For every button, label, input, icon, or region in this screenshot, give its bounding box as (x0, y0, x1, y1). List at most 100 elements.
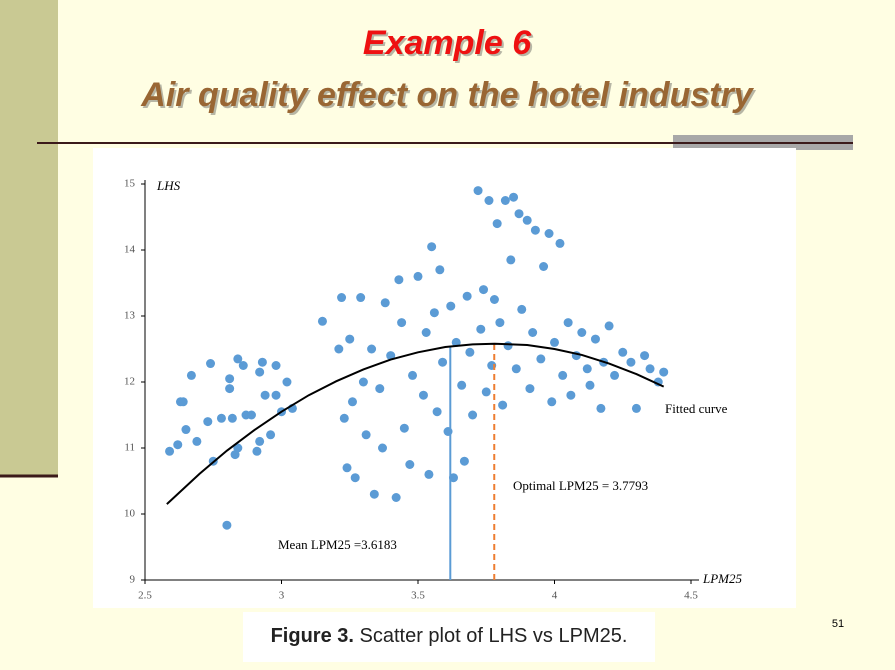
page-number: 51 (832, 618, 844, 630)
caption-box (243, 612, 655, 662)
x-tick-label: 4 (552, 590, 558, 602)
point (413, 271, 423, 281)
x-tick-label: 3.5 (411, 590, 425, 602)
point (528, 328, 538, 337)
subtitle-shadow: Air quality effect on the hotel industry (142, 78, 757, 116)
point (476, 324, 486, 334)
caption-label: Figure 3. (271, 625, 354, 647)
y-tick-label: 11 (124, 442, 135, 454)
point (522, 215, 532, 225)
point (260, 390, 270, 400)
x-tick-label: 4.5 (684, 590, 698, 602)
point (438, 357, 448, 367)
point (465, 347, 475, 357)
point (539, 262, 549, 271)
point (503, 341, 513, 351)
y-tick-label: 10 (124, 508, 136, 520)
y-tick-label: 13 (124, 310, 136, 322)
title-shadow: Example 6 (365, 26, 534, 64)
point (266, 430, 276, 440)
point (222, 520, 232, 530)
point (429, 308, 439, 318)
point (227, 413, 237, 423)
point (435, 265, 445, 275)
point (525, 384, 535, 394)
point (337, 293, 347, 303)
point (216, 413, 226, 423)
point (356, 293, 366, 303)
annotation: Optimal LPM25 = 3.7793 (513, 478, 648, 493)
point (347, 397, 357, 407)
point (405, 460, 415, 469)
point (511, 364, 521, 374)
point (457, 380, 467, 390)
point (246, 410, 256, 420)
point (495, 318, 505, 328)
point (536, 354, 546, 364)
point (378, 443, 388, 453)
point (484, 196, 494, 205)
chart-area (93, 148, 796, 608)
point (566, 390, 576, 400)
slide-subtitle: Air quality effect on the hotel industry (140, 76, 755, 114)
point (550, 337, 559, 347)
point (514, 209, 524, 219)
point (498, 400, 508, 410)
point (397, 318, 407, 328)
point (345, 334, 355, 344)
point (399, 423, 409, 433)
curve-label: Fitted curve (665, 401, 728, 416)
annotation: Mean LPM25 =3.6183 (278, 537, 397, 552)
point (178, 397, 188, 407)
point (604, 321, 614, 331)
point (255, 367, 265, 377)
point (451, 337, 461, 347)
point (618, 347, 628, 357)
y-tick-label: 9 (130, 574, 136, 586)
point (479, 285, 489, 295)
point (394, 275, 404, 285)
x-axis-label: LPM25 (702, 571, 743, 586)
point (173, 440, 183, 450)
x-tick-label: 2.5 (138, 590, 152, 602)
point (509, 192, 519, 202)
point (361, 430, 371, 440)
point (459, 456, 469, 466)
point (192, 436, 202, 446)
point (489, 295, 499, 304)
point (391, 493, 401, 502)
point (203, 417, 213, 427)
point (233, 354, 243, 364)
point (427, 242, 437, 252)
y-tick-label: 12 (124, 376, 135, 388)
point (233, 443, 243, 453)
point (582, 364, 592, 374)
point (165, 446, 175, 456)
point (645, 364, 655, 374)
point (610, 370, 620, 380)
point (181, 425, 191, 435)
point (238, 361, 248, 370)
point (432, 407, 442, 417)
slide-title: Example 6 (363, 24, 532, 62)
point (544, 229, 554, 238)
plot: 9 10 11 12 13 14 15 2.5 3 3.5 4 4.5 LHS LPM25 Fitted c… (124, 178, 743, 602)
point (206, 359, 216, 369)
point (282, 377, 292, 387)
point (585, 380, 595, 390)
caption: Figure 3. Scatter plot of LHS vs LPM25. (271, 625, 628, 647)
point (421, 328, 431, 337)
point (350, 473, 360, 483)
point (418, 390, 428, 400)
point (640, 351, 650, 361)
point (408, 370, 418, 380)
point (626, 357, 636, 367)
point (517, 304, 527, 314)
x-tick-label: 3 (279, 590, 285, 602)
point (271, 390, 281, 400)
point (369, 489, 379, 499)
point (558, 370, 568, 380)
side-bar (0, 0, 58, 475)
point (462, 291, 472, 301)
